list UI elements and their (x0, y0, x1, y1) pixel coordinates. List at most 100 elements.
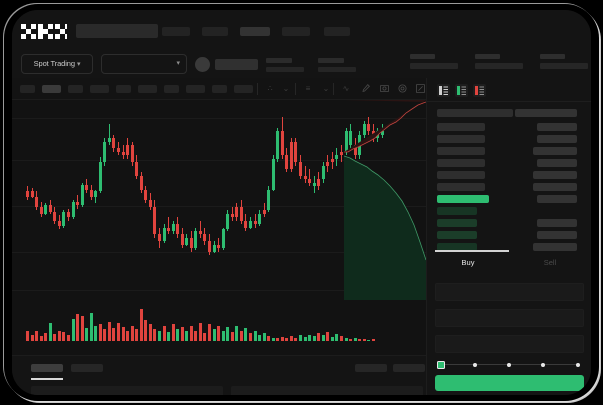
volume-bar (85, 328, 89, 341)
search-input[interactable] (76, 24, 158, 38)
bottom-tab-order-history[interactable] (71, 364, 103, 372)
volume-bar (303, 336, 307, 341)
interval-chip-2[interactable] (42, 85, 61, 93)
orderbook-layout-both-icon[interactable] (437, 84, 450, 97)
order-price-field[interactable] (435, 283, 584, 301)
camera-snapshot-icon[interactable] (378, 83, 390, 92)
orderbook-row-header[interactable] (427, 108, 591, 119)
orderbook-ask-row-3[interactable] (427, 146, 591, 157)
orderbook-price-cell (437, 219, 477, 227)
slider-tick-75[interactable] (541, 362, 545, 367)
interval-chip-6[interactable] (138, 85, 157, 93)
header-stat-2-label (475, 54, 500, 59)
orderbook-ask-row-2[interactable] (427, 134, 591, 145)
order-amount-field[interactable] (435, 309, 584, 327)
bottom-tab-open-orders[interactable] (31, 364, 63, 372)
order-total-field[interactable] (435, 335, 584, 353)
volume-bar (130, 325, 134, 341)
bottom-field-right[interactable] (231, 386, 423, 395)
slider-tick-100[interactable] (576, 362, 580, 367)
header-stat-1-value (410, 63, 458, 69)
tab-buy[interactable]: Buy (461, 258, 475, 267)
header-stat-1 (410, 54, 458, 69)
interval-chip-1[interactable] (20, 85, 35, 93)
submit-buy-button[interactable] (435, 375, 584, 391)
volume-bar (317, 333, 321, 341)
orderbook-price-cell (437, 243, 477, 251)
volume-bar (285, 337, 289, 341)
bottom-action-2[interactable] (393, 364, 425, 372)
interval-chip-8[interactable] (186, 85, 205, 93)
nav-item-3[interactable] (240, 27, 270, 36)
orderbook-last-price[interactable] (427, 194, 591, 205)
candle-type-label[interactable]: ≡ (305, 84, 311, 93)
market-depth-chart (344, 100, 426, 300)
interval-chip-10[interactable] (234, 85, 253, 93)
trading-mode-selector[interactable]: Spot Trading ▾ (21, 54, 93, 74)
orderbook-price-cell (437, 183, 485, 191)
orderbook-bid-row-1[interactable] (427, 206, 591, 217)
nav-item-2[interactable] (202, 27, 228, 36)
chart-gridline-3 (12, 206, 426, 207)
interval-chip-9[interactable] (212, 85, 227, 93)
interval-chip-5[interactable] (116, 85, 131, 93)
tab-sell[interactable]: Sell (543, 258, 557, 267)
slider-tick-25[interactable] (473, 362, 477, 367)
orderbook-price-cell (437, 159, 485, 167)
interval-chip-7[interactable] (164, 85, 179, 93)
indicator-label[interactable]: ∴ (267, 84, 273, 93)
orderbook-ask-row-1[interactable] (427, 122, 591, 133)
volume-bar (194, 330, 198, 341)
interval-chip-4[interactable] (90, 85, 109, 93)
pair-selector[interactable]: ▾ (101, 54, 187, 74)
nav-item-1[interactable] (162, 27, 190, 36)
order-amount-slider[interactable] (437, 360, 582, 369)
nav-item-5[interactable] (324, 27, 350, 36)
nav-item-4[interactable] (282, 27, 310, 36)
price-block-1 (266, 58, 304, 72)
volume-bar (280, 336, 284, 341)
volume-bar (258, 334, 262, 341)
orderbook-layout-bids-icon[interactable] (455, 84, 468, 97)
chart-toolbar: ∴ ⌄ ≡ ⌄ ∿ (12, 78, 426, 100)
orderbook-ask-row-5[interactable] (427, 170, 591, 181)
orderbook-ask-row-4[interactable] (427, 158, 591, 169)
settings-gear-icon[interactable] (396, 83, 408, 93)
volume-bar (153, 329, 157, 341)
fullscreen-icon[interactable] (414, 83, 426, 93)
interval-chip-3[interactable] (68, 85, 83, 93)
header-stat-3-value (540, 63, 588, 69)
volume-bar (112, 327, 116, 341)
volume-histogram (12, 300, 426, 355)
bottom-action-1[interactable] (355, 364, 387, 372)
volume-bar (367, 339, 371, 341)
volume-bar (344, 338, 348, 341)
order-book-panel: Buy Sell (426, 78, 591, 395)
indicator-dropdown[interactable]: ⌄ (282, 84, 290, 93)
volume-bar (157, 330, 161, 341)
volume-bar (212, 329, 216, 341)
orderbook-bid-row-4[interactable] (427, 242, 591, 253)
okx-logo-icon[interactable] (21, 24, 67, 39)
orderbook-bid-row-2[interactable] (427, 218, 591, 229)
orderbook-price-cell (437, 171, 485, 179)
orderbook-ask-row-6[interactable] (427, 182, 591, 193)
volume-bar (107, 321, 111, 341)
orderbook-amount-cell (515, 109, 577, 117)
line-chart-icon[interactable]: ∿ (342, 84, 350, 93)
slider-handle[interactable] (437, 361, 445, 369)
pencil-draw-icon[interactable] (360, 83, 372, 92)
candle-type-dropdown[interactable]: ⌄ (322, 84, 330, 93)
orderbook-layout-asks-icon[interactable] (473, 84, 486, 97)
orderbook-amount-cell (537, 159, 577, 167)
volume-bar (230, 331, 234, 341)
volume-bar (308, 334, 312, 341)
volume-bar (339, 336, 343, 341)
slider-tick-50[interactable] (507, 362, 511, 367)
orderbook-bid-row-3[interactable] (427, 230, 591, 241)
order-form-tabs: Buy Sell (427, 250, 591, 278)
trading-mode-label: Spot Trading (33, 59, 75, 68)
bottom-field-left[interactable] (31, 386, 223, 395)
orderbook-amount-cell (533, 171, 577, 179)
pair-avatar (195, 57, 210, 72)
